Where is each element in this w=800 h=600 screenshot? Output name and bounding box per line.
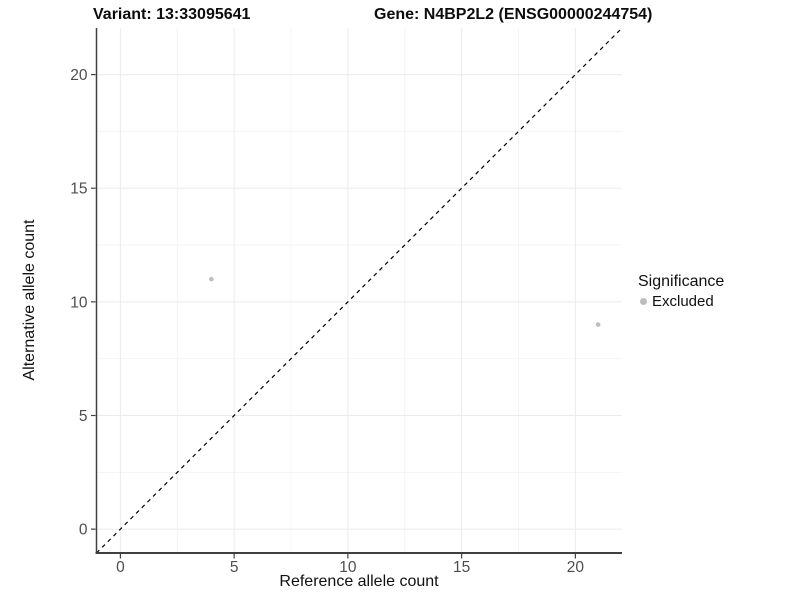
identity-line xyxy=(96,27,623,554)
x-tick-label: 5 xyxy=(230,559,239,576)
y-tick-label: 5 xyxy=(79,408,88,425)
legend-point-icon xyxy=(640,298,647,305)
data-point xyxy=(595,322,601,327)
y-axis-label: Alternative allele count xyxy=(21,219,38,381)
legend-title: Significance xyxy=(638,273,725,290)
y-tick-label: 10 xyxy=(70,294,88,311)
y-tick-label: 20 xyxy=(70,67,88,84)
x-axis-label: Reference allele count xyxy=(279,573,439,590)
x-tick-label: 0 xyxy=(116,559,125,576)
x-tick-label: 10 xyxy=(339,559,357,576)
legend: Significance Excluded xyxy=(638,273,724,310)
x-tick-label: 15 xyxy=(453,559,470,576)
y-tick-label: 0 xyxy=(79,522,88,539)
x-tick-label: 20 xyxy=(567,559,585,576)
legend-item-excluded: Excluded xyxy=(638,293,724,310)
plot-title-gene: Gene: N4BP2L2 (ENSG00000244754) xyxy=(374,6,653,23)
plot-title-variant: Variant: 13:33095641 xyxy=(93,6,251,23)
y-tick-label: 15 xyxy=(70,181,87,198)
legend-item-label: Excluded xyxy=(652,293,714,310)
data-point xyxy=(209,276,214,282)
